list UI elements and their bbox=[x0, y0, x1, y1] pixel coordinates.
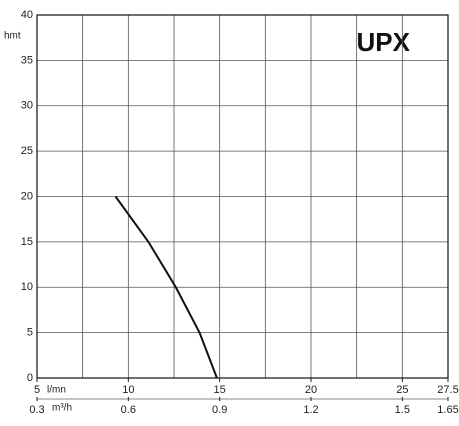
x-tick-label: 25 bbox=[396, 384, 408, 396]
y-tick-label: 40 bbox=[21, 9, 33, 21]
y-tick-label: 0 bbox=[27, 372, 33, 384]
annotation: UPX bbox=[357, 27, 411, 57]
x2-tick-label: 1.65 bbox=[437, 404, 458, 416]
x-tick-label: 15 bbox=[214, 384, 226, 396]
x2-tick-label: 0.6 bbox=[121, 404, 136, 416]
y-axis-label: hmt bbox=[4, 31, 21, 42]
x-tick-label: 27.5 bbox=[437, 384, 458, 396]
x-tick-label: 10 bbox=[122, 384, 134, 396]
x2-tick-label: 1.2 bbox=[303, 404, 318, 416]
y-tick-label: 10 bbox=[21, 281, 33, 293]
x-tick-label: 20 bbox=[305, 384, 317, 396]
y-tick-label: 35 bbox=[21, 54, 33, 66]
y-tick-label: 20 bbox=[21, 190, 33, 202]
plot-frame bbox=[36, 14, 449, 379]
x2-tick-label: 0.3 bbox=[29, 404, 44, 416]
curve bbox=[114, 195, 218, 379]
x-tick-label: 5 bbox=[34, 384, 40, 396]
x-axis-label: l/mn bbox=[47, 385, 66, 396]
y-tick-label: 25 bbox=[21, 145, 33, 157]
x2-axis-label: m³/h bbox=[52, 403, 72, 414]
y-tick-label: 5 bbox=[27, 327, 33, 339]
x2-tick-label: 0.9 bbox=[212, 404, 227, 416]
x2-tick-label: 1.5 bbox=[395, 404, 410, 416]
y-tick-label: 30 bbox=[21, 100, 33, 112]
y-tick-label: 15 bbox=[21, 236, 33, 248]
